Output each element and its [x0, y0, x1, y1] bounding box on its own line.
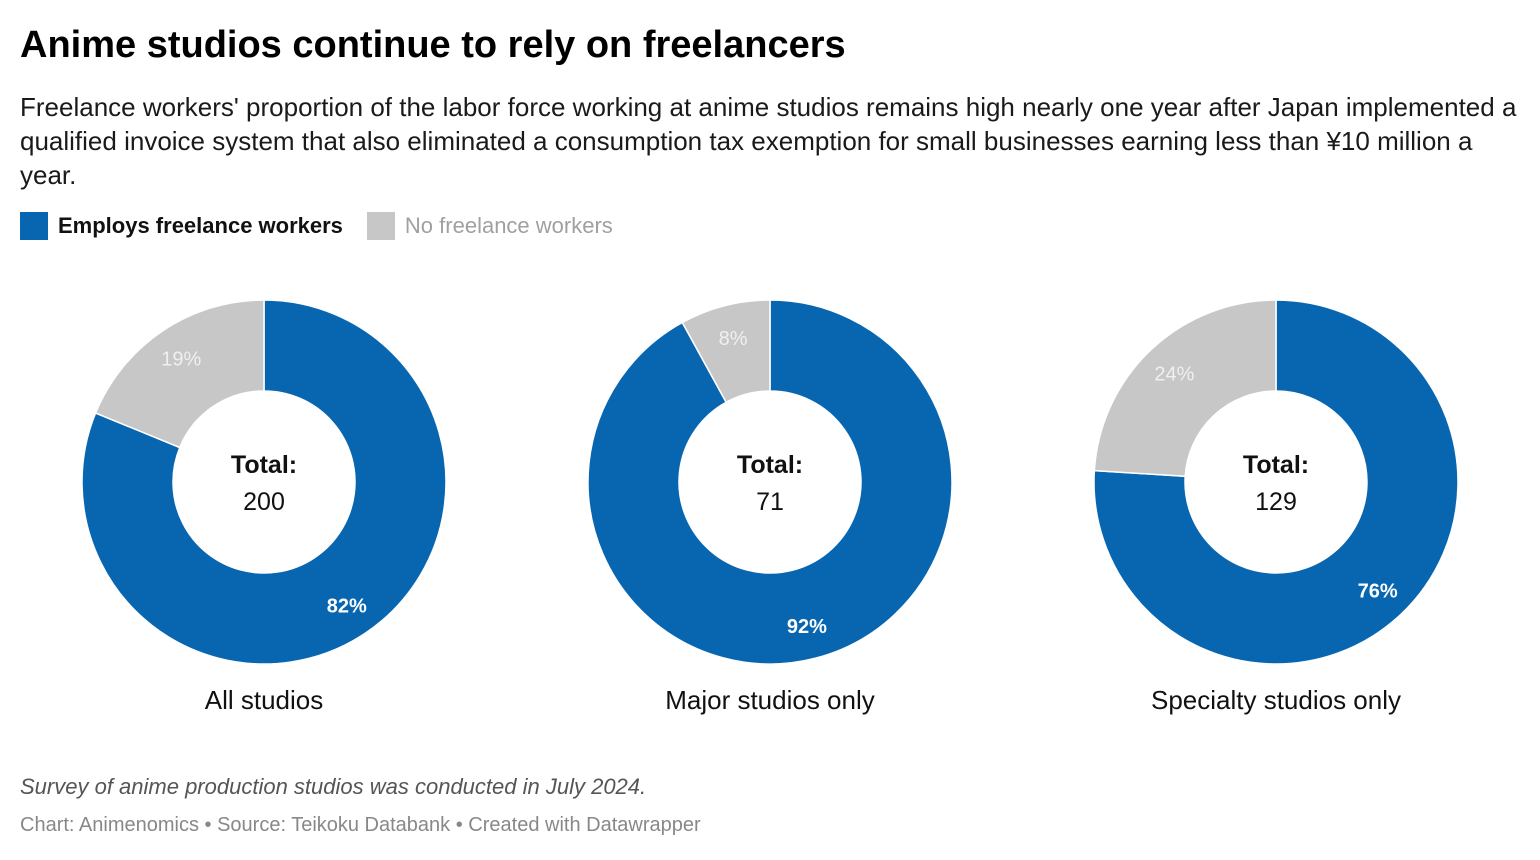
credit-line: Chart: Animenomics • Source: Teikoku Dat…: [20, 814, 701, 836]
slice-label-employs-freelance-workers: 76%: [1358, 580, 1398, 602]
chart-caption-major-studios-only: Major studios only: [665, 685, 875, 715]
chart-caption-all-studios: All studios: [205, 685, 324, 715]
center-total-label: Total:: [737, 451, 803, 479]
donut-specialty-studios-only: 76% 24% Total: 129 Specialty studios only: [1093, 299, 1459, 715]
donut-major-studios-only: 92% 8% Total: 71 Major studios only: [587, 299, 953, 715]
chart-title: Anime studios continue to rely on freela…: [20, 24, 846, 66]
center-total-label: Total:: [231, 451, 297, 479]
legend-item-no-freelance[interactable]: No freelance workers: [366, 212, 613, 240]
slice-no-freelance-workers[interactable]: [681, 299, 771, 404]
slice-employs-freelance-workers[interactable]: [81, 299, 447, 665]
footnote: Survey of anime production studios was c…: [20, 774, 647, 799]
legend-label-no-freelance: No freelance workers: [404, 213, 613, 238]
legend: Employs freelance workers No freelance w…: [20, 210, 637, 242]
slice-label-employs-freelance-workers: 92%: [787, 616, 827, 638]
slice-no-freelance-workers[interactable]: [94, 299, 265, 449]
chart-caption-specialty-studios-only: Specialty studios only: [1151, 685, 1401, 715]
center-total-value: 71: [756, 488, 784, 516]
slice-label-no-freelance-workers: 8%: [719, 328, 748, 350]
slice-label-employs-freelance-workers: 82%: [327, 595, 367, 617]
donut-charts: 82% 19% Total: 200 All studios 92% 8% Total: 71 M…: [81, 299, 1459, 715]
slice-label-no-freelance-workers: 19%: [161, 349, 201, 371]
legend-swatch-no-freelance: [366, 212, 395, 240]
chart-subtitle: Freelance workers' proportion of the lab…: [20, 92, 1517, 190]
center-total-label: Total:: [1243, 451, 1309, 479]
donut-all-studios: 82% 19% Total: 200 All studios: [81, 299, 447, 715]
slice-label-no-freelance-workers: 24%: [1154, 364, 1194, 386]
slice-no-freelance-workers[interactable]: [1093, 299, 1277, 478]
slice-employs-freelance-workers[interactable]: [587, 299, 953, 665]
legend-label-employs: Employs freelance workers: [58, 213, 343, 238]
center-total-value: 200: [243, 488, 285, 516]
legend-item-employs[interactable]: Employs freelance workers: [20, 212, 343, 240]
center-total-value: 129: [1255, 488, 1297, 516]
legend-swatch-employs: [20, 212, 48, 240]
slice-employs-freelance-workers[interactable]: [1093, 299, 1459, 665]
